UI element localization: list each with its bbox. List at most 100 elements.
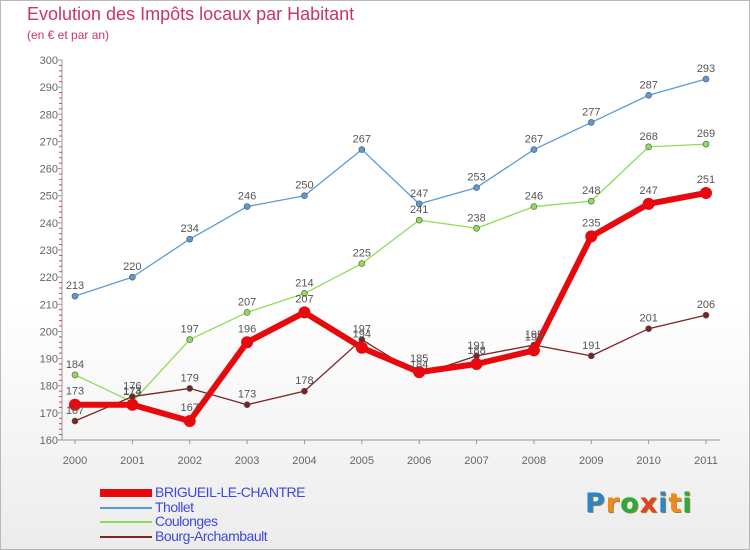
y-tick-label: 210 xyxy=(40,299,58,311)
data-point-bourg-archambault xyxy=(645,325,652,333)
data-point-brigueil-le-chantre xyxy=(413,366,426,379)
data-label-brigueil-le-chantre: 194 xyxy=(353,329,371,341)
legend-label: BRIGUEIL-LE-CHANTRE xyxy=(155,484,305,500)
data-point-brigueil-le-chantre xyxy=(527,344,540,357)
chart-subtitle: (en € et par an) xyxy=(27,28,110,42)
legend-label: Coulonges xyxy=(155,513,218,529)
data-label-brigueil-le-chantre: 196 xyxy=(238,323,256,335)
y-tick-label: 160 xyxy=(40,435,58,447)
data-label-bourg-archambault: 201 xyxy=(639,313,657,325)
logo-letter: i xyxy=(682,488,693,519)
x-tick-label: 2000 xyxy=(63,455,87,467)
x-tick-label: 2001 xyxy=(120,455,144,467)
data-point-brigueil-le-chantre xyxy=(355,341,368,354)
data-label-thollet: 267 xyxy=(353,134,371,146)
data-point-brigueil-le-chantre xyxy=(642,197,655,210)
series-line-thollet xyxy=(74,78,707,297)
data-point-coulonges xyxy=(587,197,595,205)
data-label-coulonges: 225 xyxy=(353,248,371,260)
y-tick-label: 300 xyxy=(40,55,58,67)
data-label-thollet: 247 xyxy=(410,188,428,200)
data-point-coulonges xyxy=(530,203,538,210)
data-label-coulonges: 269 xyxy=(697,128,715,140)
data-point-brigueil-le-chantre xyxy=(69,398,81,411)
data-point-brigueil-le-chantre xyxy=(183,415,196,427)
data-point-bourg-archambault xyxy=(71,417,79,425)
data-label-brigueil-le-chantre: 207 xyxy=(295,293,313,305)
data-label-brigueil-le-chantre: 235 xyxy=(582,217,600,229)
data-label-thollet: 220 xyxy=(123,261,141,273)
data-label-bourg-archambault: 184 xyxy=(410,359,428,371)
data-label-brigueil-le-chantre: 167 xyxy=(181,402,199,414)
data-point-thollet xyxy=(473,184,480,191)
data-label-bourg-archambault: 178 xyxy=(295,375,313,387)
data-label-bourg-archambault: 176 xyxy=(123,381,141,393)
data-point-coulonges xyxy=(473,224,480,232)
x-tick-label: 2010 xyxy=(636,455,660,467)
chart-title: Evolution des Impôts locaux par Habitant xyxy=(27,4,355,24)
y-tick-label: 290 xyxy=(40,82,58,94)
data-point-thollet xyxy=(301,192,308,200)
data-point-brigueil-le-chantre xyxy=(470,358,483,370)
data-label-coulonges: 268 xyxy=(639,131,657,143)
data-point-bourg-archambault xyxy=(587,352,595,360)
data-label-brigueil-le-chantre: 247 xyxy=(639,185,657,197)
data-point-thollet xyxy=(415,200,423,208)
data-point-coulonges xyxy=(186,336,194,343)
data-label-coulonges: 184 xyxy=(66,359,84,371)
data-label-thollet: 293 xyxy=(697,63,715,75)
data-point-thollet xyxy=(645,91,652,99)
y-tick-label: 240 xyxy=(40,218,58,230)
data-label-thollet: 213 xyxy=(66,280,84,292)
y-tick-label: 220 xyxy=(40,272,58,284)
x-tick-label: 2008 xyxy=(522,455,546,467)
y-tick-label: 260 xyxy=(40,164,58,176)
series-line-bourg-archambault xyxy=(74,314,707,422)
legend-swatch xyxy=(100,489,152,497)
data-label-coulonges: 248 xyxy=(582,185,600,197)
data-point-thollet xyxy=(129,273,136,281)
x-tick-label: 2009 xyxy=(579,455,603,467)
data-label-brigueil-le-chantre: 173 xyxy=(66,386,84,398)
data-label-bourg-archambault: 179 xyxy=(181,372,199,384)
data-label-brigueil-le-chantre: 193 xyxy=(525,331,543,343)
proxiti-logo: Proxiti xyxy=(585,488,693,519)
data-label-thollet: 267 xyxy=(525,134,543,146)
data-label-coulonges: 238 xyxy=(467,212,485,224)
data-label-thollet: 253 xyxy=(467,172,485,184)
data-point-thollet xyxy=(243,203,251,210)
data-point-thollet xyxy=(530,146,538,153)
x-tick-label: 2004 xyxy=(292,455,316,467)
data-label-brigueil-le-chantre: 185 xyxy=(410,353,428,365)
x-tick-label: 2005 xyxy=(350,455,374,467)
data-label-bourg-archambault: 197 xyxy=(353,324,371,336)
data-point-thollet xyxy=(702,75,710,83)
data-label-bourg-archambault: 191 xyxy=(467,340,485,352)
data-label-coulonges: 174 xyxy=(123,386,141,398)
x-tick-label: 2006 xyxy=(407,455,431,467)
data-point-coulonges xyxy=(415,216,423,224)
legend-label: Bourg-Archambault xyxy=(155,527,268,544)
legend-swatch xyxy=(100,506,152,509)
data-point-bourg-archambault xyxy=(243,401,251,409)
x-tick-label: 2002 xyxy=(177,455,201,467)
data-point-thollet xyxy=(71,292,79,300)
data-label-thollet: 287 xyxy=(639,79,657,91)
logo-letter: t xyxy=(668,488,683,519)
data-label-thollet: 234 xyxy=(181,223,199,235)
x-tick-label: 2003 xyxy=(235,455,259,467)
data-point-coulonges xyxy=(243,309,251,316)
data-point-brigueil-le-chantre xyxy=(585,230,598,243)
data-point-thollet xyxy=(186,235,194,243)
logo-letter: i xyxy=(658,488,669,519)
data-label-thollet: 277 xyxy=(582,106,600,118)
data-point-bourg-archambault xyxy=(702,311,710,319)
y-tick-label: 250 xyxy=(40,191,58,203)
logo-letter: x xyxy=(639,488,659,519)
data-label-thollet: 246 xyxy=(238,191,256,203)
data-point-brigueil-le-chantre xyxy=(298,306,311,319)
data-label-coulonges: 214 xyxy=(295,277,313,289)
y-tick-label: 180 xyxy=(40,381,58,393)
